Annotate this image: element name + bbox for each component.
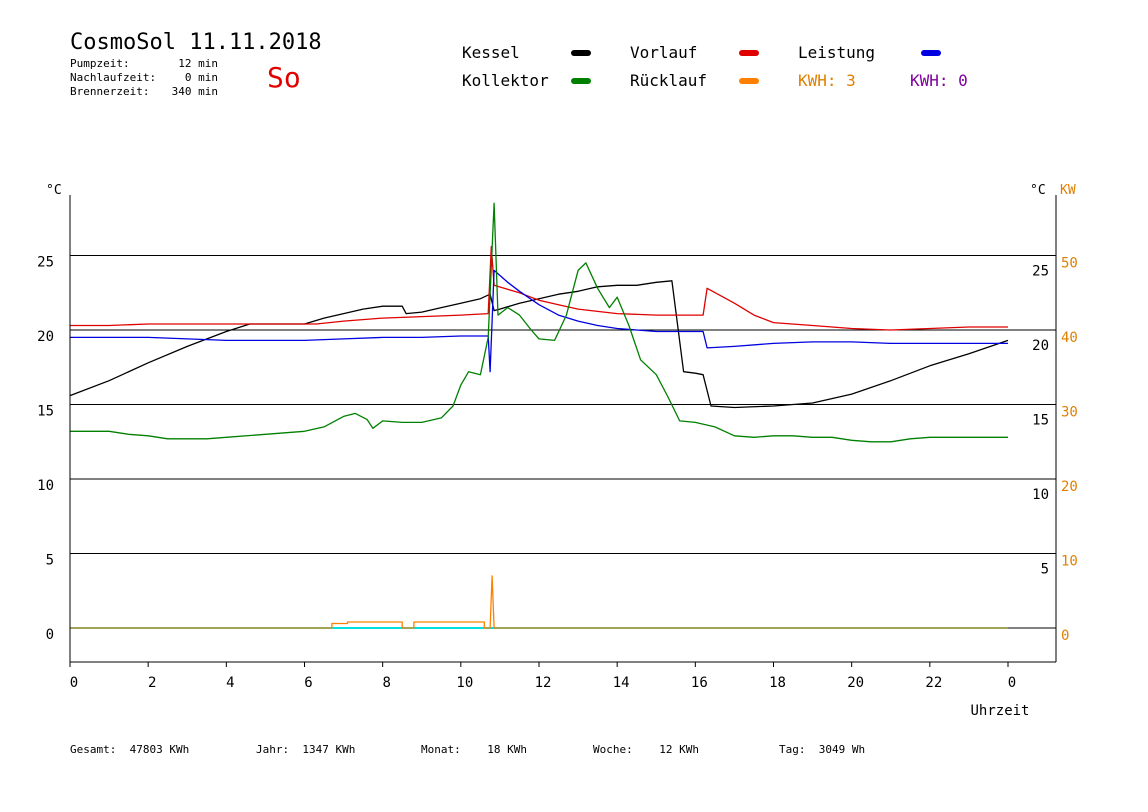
legend-label-kollektor: Kollektor <box>462 71 549 90</box>
stat-label-nachlaufzeit: Nachlaufzeit: <box>70 71 157 84</box>
footer-jahr: Jahr: 1347 KWh <box>256 743 356 756</box>
x-tick-label-0: 0 <box>70 675 78 691</box>
kwh-label-solar: KWH: 3 <box>798 71 856 90</box>
y-axis-unit-kw: KW <box>1060 183 1076 198</box>
y-tick-left-label-1: 5 <box>46 553 54 569</box>
series-line-5 <box>70 575 1008 629</box>
footer-monat: Monat: 18 KWh <box>421 743 527 756</box>
y-tick-left-label-4: 20 <box>37 329 54 345</box>
y-tick-kw-label-1: 10 <box>1061 554 1078 570</box>
y-tick-kw-label-0: 0 <box>1061 628 1069 644</box>
y-tick-left-label-0: 0 <box>46 627 54 643</box>
series-line-2 <box>70 245 1008 331</box>
x-tick-label-6: 12 <box>535 675 552 691</box>
series-line-1 <box>69 280 1009 409</box>
y-tick-kw-label-3: 30 <box>1061 405 1078 421</box>
y-axis-unit-right: °C <box>1030 183 1046 198</box>
weekday-label: So <box>267 61 301 94</box>
legend-label-leistung: Leistung <box>798 43 876 62</box>
legend-label-kessel: Kessel <box>462 43 520 62</box>
y-tick-left-label-2: 10 <box>37 478 54 494</box>
footer-woche: Woche: 12 KWh <box>593 743 699 756</box>
x-tick-label-10: 20 <box>847 675 864 691</box>
kwh-label-other: KWH: 0 <box>910 71 968 90</box>
stat-value-pumpzeit: 12 min <box>178 57 218 70</box>
legend-label-vorlauf: Vorlauf <box>630 43 698 62</box>
y-tick-right-label-3: 20 <box>1032 338 1049 354</box>
y-axis-unit-left: °C <box>46 183 62 198</box>
stat-value-brennerzeit: 340 min <box>171 85 218 98</box>
x-tick-label-7: 14 <box>613 675 630 691</box>
x-tick-label-1: 2 <box>148 675 156 691</box>
x-tick-label-4: 8 <box>382 675 390 691</box>
y-tick-left-label-5: 25 <box>37 255 54 271</box>
footer-tag: Tag: 3049 Wh <box>779 743 866 756</box>
y-tick-right-label-1: 10 <box>1032 487 1049 503</box>
y-tick-left-label-3: 15 <box>37 404 54 420</box>
x-tick-label-11: 22 <box>925 675 942 691</box>
chart-title: CosmoSol 11.11.2018 <box>70 30 322 55</box>
stat-label-pumpzeit: Pumpzeit: <box>70 57 130 70</box>
legend-label-ruecklauf: Rücklauf <box>630 71 708 90</box>
x-tick-label-8: 16 <box>691 675 708 691</box>
series-line-4 <box>70 202 1008 443</box>
y-tick-right-label-2: 15 <box>1032 413 1049 429</box>
x-axis-title: Uhrzeit <box>970 703 1029 719</box>
y-tick-kw-label-4: 40 <box>1061 330 1078 346</box>
x-tick-label-2: 4 <box>226 675 234 691</box>
y-tick-right-label-0: 5 <box>1041 562 1049 578</box>
x-tick-label-9: 18 <box>769 675 786 691</box>
x-tick-label-12: 0 <box>1008 675 1016 691</box>
stat-label-brennerzeit: Brennerzeit: <box>70 85 150 98</box>
y-tick-kw-label-5: 50 <box>1061 256 1078 272</box>
x-tick-label-5: 10 <box>456 675 473 691</box>
stat-value-nachlaufzeit: 0 min <box>184 71 218 84</box>
footer-gesamt: Gesamt: 47803 KWh <box>70 743 190 756</box>
y-tick-kw-label-2: 20 <box>1061 479 1078 495</box>
y-tick-right-label-4: 25 <box>1032 264 1049 280</box>
series-line-3 <box>70 269 1008 373</box>
x-tick-label-3: 6 <box>304 675 312 691</box>
